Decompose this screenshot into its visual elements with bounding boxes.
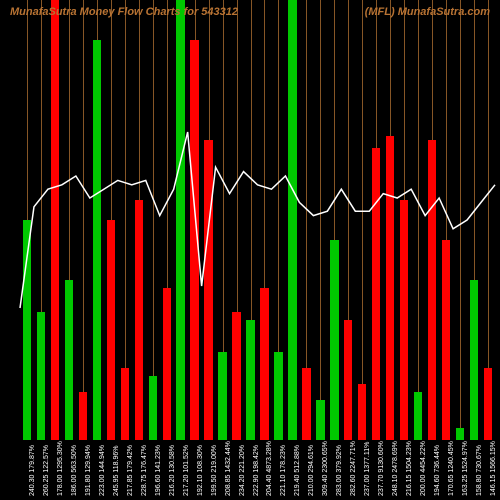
volume-bar [428, 140, 436, 440]
x-axis-label: 170.65 1240.45% [448, 441, 455, 496]
x-axis-label: 260.25 122.57% [43, 445, 50, 496]
x-axis-label: 237.70 9130.60% [378, 441, 385, 496]
x-axis-label: 219.40 512.88% [294, 445, 301, 496]
volume-bar [274, 352, 282, 440]
x-axis-label: 217.85 179.42% [127, 445, 134, 496]
gridline [460, 0, 461, 440]
volume-bar [456, 428, 464, 440]
x-axis-label: 221.10 178.23% [280, 445, 287, 496]
volume-bar [288, 0, 296, 440]
x-axis-label: 248.10 2478.69% [392, 441, 399, 496]
gridline [83, 0, 84, 440]
x-axis-label: 199.50 219.00% [211, 445, 218, 496]
x-axis-label: 223.00 144.94% [99, 445, 106, 496]
x-axis-label: 146.15 1566.15% [490, 441, 497, 496]
x-axis-label: 208.85 1432.44% [225, 441, 232, 496]
x-axis-label: 237.00 1377.11% [364, 442, 371, 496]
volume-bar [358, 384, 366, 440]
gridline [320, 0, 321, 440]
x-axis-label: 234.20 221.20% [239, 445, 246, 496]
volume-bar [302, 368, 310, 440]
x-axis-label: 217.20 101.52% [183, 445, 190, 496]
volume-bar [93, 40, 101, 440]
volume-bar [204, 140, 212, 440]
x-axis-label: 216.20 130.58% [169, 445, 176, 496]
volume-bar [176, 0, 184, 440]
x-axis-label: 178.00 1295.30% [57, 441, 64, 496]
volume-bar [163, 288, 171, 440]
gridline [418, 0, 419, 440]
volume-bar [121, 368, 129, 440]
volume-bar [65, 280, 73, 440]
gridline [153, 0, 154, 440]
x-axis-label: 282.60 2247.71% [350, 441, 357, 496]
volume-bar [218, 352, 226, 440]
volume-bar [442, 240, 450, 440]
x-axis-label: 196.60 141.23% [155, 445, 162, 496]
x-axis-label: 158.80 730.67% [476, 445, 483, 496]
chart-plot-area [20, 0, 495, 440]
chart-title-left: MunafaSutra Money Flow Charts for 543312 [10, 6, 238, 18]
volume-bar [330, 240, 338, 440]
volume-bar [37, 312, 45, 440]
x-axis-label: 194.60 736.44% [434, 445, 441, 496]
x-axis-label: 163.25 1524.97% [462, 441, 469, 496]
volume-bar [344, 320, 352, 440]
chart-title-right: (MFL) MunafaSutra.com [365, 6, 490, 18]
volume-bar [260, 288, 268, 440]
volume-bar [316, 400, 324, 440]
volume-bar [23, 220, 31, 440]
chart-container: MunafaSutra Money Flow Charts for 543312… [0, 0, 500, 500]
x-axis-label: 283.00 379.92% [336, 445, 343, 496]
volume-bar [190, 40, 198, 440]
volume-bar [386, 136, 394, 440]
x-axis-label: 192.10 108.30% [197, 445, 204, 496]
x-axis-label: 204.40 4873.28% [266, 441, 273, 496]
x-axis-label: 216.15 1504.23% [406, 441, 413, 496]
x-axis-label: 245.95 118.96% [113, 446, 120, 496]
volume-bar [51, 0, 59, 440]
volume-bar [232, 312, 240, 440]
x-axis-label: 191.80 129.94% [85, 445, 92, 496]
gridline [362, 0, 363, 440]
x-axis-label: 186.00 563.50% [71, 445, 78, 496]
volume-bar [107, 220, 115, 440]
volume-bar [414, 392, 422, 440]
volume-bar [135, 200, 143, 440]
volume-bar [470, 280, 478, 440]
x-axis-label: 309.40 2300.65% [322, 441, 329, 496]
x-axis-label: 210.00 294.61% [308, 445, 315, 496]
x-axis-label: 200.00 4454.22% [420, 441, 427, 496]
x-axis-label: 228.75 176.47% [141, 445, 148, 496]
x-axis-label: 222.90 198.42% [253, 445, 260, 496]
volume-bar [246, 320, 254, 440]
volume-bar [79, 392, 87, 440]
volume-bar [372, 148, 380, 440]
volume-bar [400, 200, 408, 440]
x-axis-label: 240.30 179.87% [29, 445, 36, 496]
volume-bar [484, 368, 492, 440]
volume-bar [149, 376, 157, 440]
